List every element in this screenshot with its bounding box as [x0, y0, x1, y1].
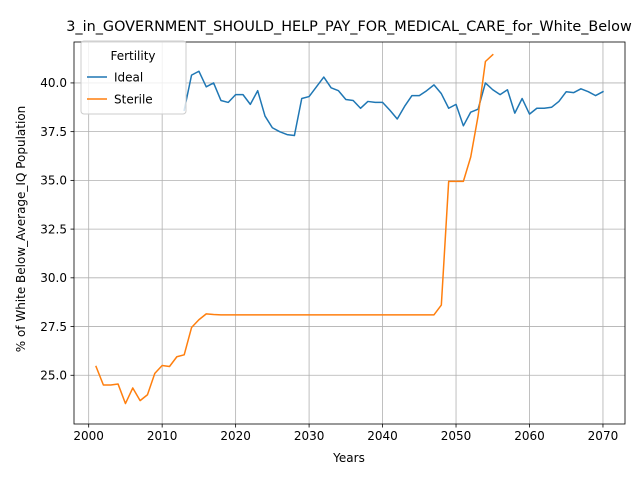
- x-tick-label: 2060: [514, 429, 545, 443]
- legend-label-ideal: Ideal: [114, 71, 143, 85]
- y-tick-label: 25.0: [40, 368, 67, 382]
- x-tick-label: 2050: [441, 429, 472, 443]
- series-line-sterile: [95, 53, 494, 405]
- y-tick-label: 30.0: [40, 271, 67, 285]
- x-axis-ticks: 2000 2010 2020 2030 2040 2050 2060 2070: [73, 424, 618, 443]
- chart-title: 3_in_GOVERNMENT_SHOULD_HELP_PAY_FOR_MEDI…: [66, 19, 632, 35]
- y-axis-label: % of White Below_Average_IQ Population: [14, 106, 28, 353]
- x-axis-label: Years: [332, 451, 365, 465]
- legend: Fertility Ideal Sterile: [80, 40, 187, 115]
- y-tick-label: 27.5: [40, 320, 67, 334]
- legend-box: [80, 40, 187, 115]
- y-tick-label: 32.5: [40, 222, 67, 236]
- legend-title: Fertility: [110, 49, 155, 63]
- legend-label-sterile: Sterile: [114, 93, 153, 107]
- x-tick-label: 2010: [147, 429, 178, 443]
- y-axis-ticks: 25.0 27.5 30.0 32.5 35.0 37.5 40.0: [40, 76, 74, 382]
- x-tick-label: 2030: [294, 429, 325, 443]
- y-tick-label: 40.0: [40, 76, 67, 90]
- y-tick-label: 35.0: [40, 174, 67, 188]
- grid: [74, 42, 625, 424]
- x-tick-label: 2000: [73, 429, 104, 443]
- x-tick-label: 2070: [588, 429, 619, 443]
- x-tick-label: 2040: [367, 429, 398, 443]
- series-group: [95, 53, 604, 405]
- x-tick-label: 2020: [220, 429, 251, 443]
- series-line-ideal: [183, 70, 604, 137]
- plot-area-frame: [73, 41, 626, 425]
- y-tick-label: 37.5: [40, 125, 67, 139]
